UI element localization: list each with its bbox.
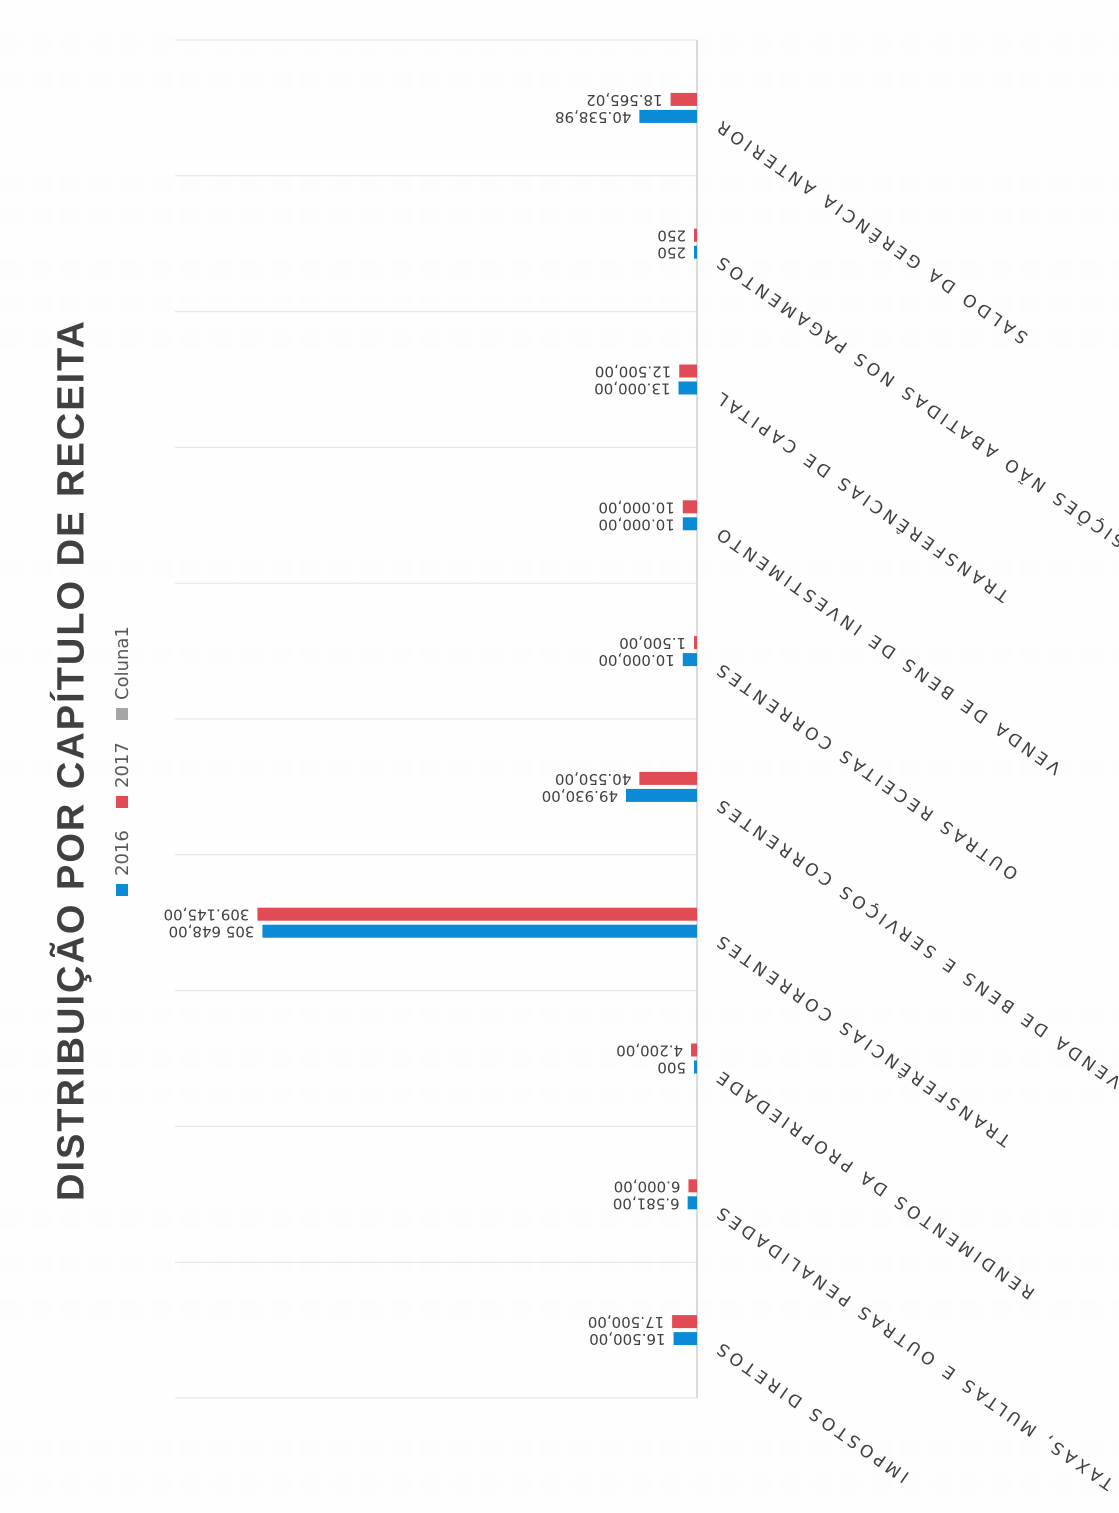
data-label-2017: 10.000,00 [598,498,674,516]
bar-2016 [694,1060,697,1074]
bar-2017 [691,1043,697,1057]
data-label-2017: 6.000,00 [614,1177,681,1195]
bar-2017 [257,907,697,921]
category-label: TAXAS, MULTAS E OUTRAS PENALIDADES [710,1200,1118,1494]
data-label-2017: 18.565,02 [586,91,662,109]
data-label-2017: 1.500,00 [619,634,686,652]
data-label-2016: 13.000,00 [594,380,670,398]
category-label: SALDO DA GERÊNCIA ANTERIOR [709,114,1032,349]
data-label-2016: 6.581,00 [613,1194,680,1212]
bar-2017 [682,500,697,514]
category-label: RENDIMENTOS DA PROPRIEDADE [710,1064,1038,1302]
bar-2017 [694,636,697,650]
data-label-2017: 309.145,00 [164,906,250,924]
bar-2016 [639,109,697,123]
data-label-2016: 49.930,00 [542,787,618,805]
data-label-2016: 305 648,00 [169,923,255,941]
bar-2016 [694,245,697,259]
data-label-2016: 500 [657,1059,686,1077]
data-label-2017: 40.550,00 [555,770,631,788]
category-label: TRANSFERÊNCIAS CORRENTES [709,929,1015,1153]
legend-swatch [116,884,128,896]
bar-2016 [682,517,697,531]
legend-swatch [116,708,128,720]
legend-swatch [116,796,128,808]
bar-2016 [687,1196,697,1210]
category-label: TRANSFERÊNCIAS DE CAPITAL [709,385,1013,607]
data-label-2016: 16.500,00 [589,1330,665,1348]
bar-2016 [673,1332,697,1346]
legend-label: Coluna1 [112,626,133,700]
bar-2017 [639,771,697,785]
bar-2016 [678,381,697,395]
category-label: IMPOSTOS DIRETOS [710,1336,913,1486]
data-label-2017: 17.500,00 [588,1313,664,1331]
bar-2017 [679,364,697,378]
bar-2017 [672,1315,697,1329]
data-label-2016: 250 [657,244,686,262]
category-label: VENDA DE BENS DE INVESTIMENTO [710,521,1065,778]
data-label-2016: 10.000,00 [598,651,674,669]
data-label-2016: 10.000,00 [598,515,674,533]
bar-2016 [626,788,697,802]
data-label-2017: 12.500,00 [595,363,671,381]
data-label-2017: 250 [657,227,686,245]
legend-label: 2016 [112,830,133,876]
bar-2016 [682,653,697,667]
bar-2016 [262,924,697,938]
legend-label: 2017 [112,742,133,788]
chart-title: DISTRIBUIÇÃO POR CAPÍTULO DE RECEITA [50,319,93,1201]
bar-2017 [694,228,697,242]
bar-2017 [688,1179,697,1193]
data-label-2016: 40.538,98 [555,108,631,126]
data-label-2017: 4.200,00 [616,1042,683,1060]
bar-2017 [670,92,697,106]
category-label: VENDA DE BENS E SERVIÇOS CORRENTES [710,793,1119,1092]
category-label: OUTRAS RECEITAS CORRENTES [710,657,1022,884]
